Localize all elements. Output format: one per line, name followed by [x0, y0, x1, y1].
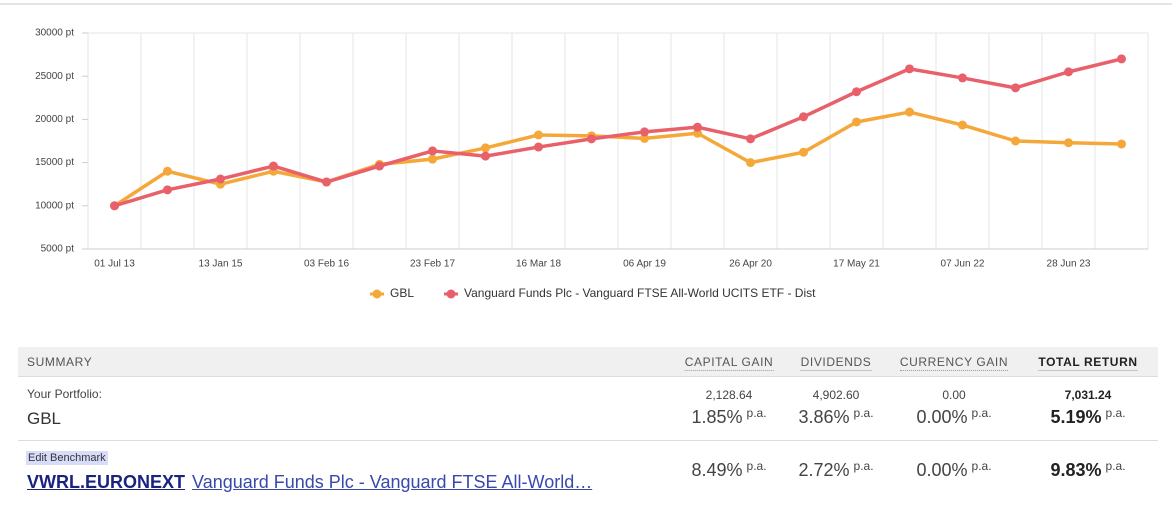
rate-unit: p.a. — [1105, 459, 1126, 473]
point — [534, 130, 543, 140]
rate-unit: p.a. — [746, 459, 767, 473]
point — [481, 151, 490, 161]
point — [958, 120, 967, 130]
chart: 5000 pt 10000 pt 15000 pt 20000 pt 25000 pt 3… — [35, 28, 1149, 300]
point — [322, 177, 331, 187]
rate-unit: p.a. — [1105, 406, 1126, 420]
edit-benchmark[interactable]: Edit Benchmark — [26, 451, 108, 465]
point — [746, 134, 755, 144]
amount: 0.00 — [942, 388, 966, 402]
x-tick-label: 03 Feb 16 — [304, 259, 349, 270]
amount: 2,128.64 — [705, 388, 753, 402]
header-summary: SUMMARY — [27, 355, 93, 369]
x-tick-label: 16 Mar 18 — [516, 259, 561, 270]
point — [375, 161, 384, 171]
point — [1064, 138, 1073, 148]
portfolio-name: GBL — [27, 409, 62, 428]
rate-unit: p.a. — [746, 406, 767, 420]
x-tick-label: 28 Jun 23 — [1047, 259, 1091, 270]
summary-header — [18, 347, 1158, 377]
y-tick-label: 25000 pt — [35, 71, 74, 82]
point — [163, 166, 172, 176]
rate-unit: p.a. — [853, 406, 874, 420]
rate: 5.19% — [1050, 407, 1102, 427]
point — [1011, 83, 1020, 93]
point — [163, 185, 172, 195]
point — [534, 142, 543, 152]
header-dividends[interactable]: DIVIDENDS — [800, 355, 872, 371]
point — [746, 158, 755, 168]
point — [799, 112, 808, 122]
amount: 4,902.60 — [812, 388, 860, 402]
point — [905, 107, 914, 117]
legend-label: Vanguard Funds Plc - Vanguard FTSE All-W… — [464, 286, 816, 300]
point — [693, 122, 702, 132]
x-tick-label: 17 May 21 — [833, 259, 880, 270]
rate: 8.49% — [691, 460, 743, 480]
rate: 0.00% — [916, 460, 968, 480]
y-tick-label: 30000 pt — [35, 28, 74, 39]
header-total-return[interactable]: TOTAL RETURN — [1038, 355, 1138, 371]
point — [428, 154, 437, 164]
rate-unit: p.a. — [971, 459, 992, 473]
rate-cell: 9.83% p.a. — [1050, 459, 1125, 481]
rate: 9.83% — [1050, 460, 1102, 480]
point — [428, 146, 437, 156]
rate: 3.86% — [798, 407, 850, 427]
y-tick-label: 15000 pt — [35, 157, 74, 168]
rate-unit: p.a. — [853, 459, 874, 473]
legend: GBL Vanguard Funds Plc - Vanguard FTSE Al… — [370, 286, 816, 300]
rate-cell: 2.72% p.a. — [798, 459, 873, 481]
y-tick-label: 20000 pt — [35, 114, 74, 125]
x-tick-label: 07 Jun 22 — [941, 259, 985, 270]
benchmark-ticker[interactable]: VWRL.EURONEXT — [27, 472, 186, 492]
series-line — [113, 57, 1122, 208]
header-capital-gain[interactable]: CAPITAL GAIN — [684, 355, 774, 371]
point — [958, 73, 967, 83]
point — [1011, 136, 1020, 146]
x-tick-label: 13 Jan 15 — [199, 259, 243, 270]
point — [1117, 54, 1126, 64]
header-currency-gain[interactable]: CURRENCY GAIN — [899, 355, 1009, 371]
rate: 0.00% — [916, 407, 968, 427]
point — [640, 133, 649, 143]
rate-cell: 0.00% p.a. — [916, 406, 991, 428]
point — [1064, 67, 1073, 77]
rate: 2.72% — [798, 460, 850, 480]
point — [481, 143, 490, 153]
row-divider — [18, 440, 1158, 441]
rate-unit: p.a. — [971, 406, 992, 420]
x-tick-label: 06 Apr 19 — [623, 259, 666, 270]
rate-cell: 0.00% p.a. — [916, 459, 991, 481]
legend-swatch — [446, 289, 456, 299]
rate: 1.85% — [691, 407, 743, 427]
benchmark-name[interactable]: Vanguard Funds Plc - Vanguard FTSE All-W… — [192, 472, 593, 492]
point — [269, 161, 278, 171]
point — [640, 127, 649, 137]
rate-cell: 5.19% p.a. — [1050, 406, 1125, 428]
portfolio-label: Your Portfolio: — [27, 387, 102, 401]
legend-swatch — [372, 289, 382, 299]
top-border — [0, 3, 1172, 5]
amount: 7,031.24 — [1064, 388, 1112, 402]
point — [1117, 139, 1126, 149]
legend-label: GBL — [390, 286, 414, 300]
y-tick-label: 5000 pt — [41, 244, 75, 255]
point — [852, 87, 861, 97]
point — [852, 117, 861, 127]
point — [216, 174, 225, 184]
x-tick-label: 01 Jul 13 — [94, 259, 135, 270]
x-tick-label: 26 Apr 20 — [729, 259, 772, 270]
x-tick-label: 23 Feb 17 — [410, 259, 455, 270]
rate-cell: 3.86% p.a. — [798, 406, 873, 428]
point — [110, 201, 119, 211]
point — [587, 134, 596, 144]
y-tick-label: 10000 pt — [35, 200, 74, 211]
rate-cell: 1.85% p.a. — [691, 406, 766, 428]
point — [799, 147, 808, 157]
point — [905, 64, 914, 74]
rate-cell: 8.49% p.a. — [691, 459, 766, 481]
